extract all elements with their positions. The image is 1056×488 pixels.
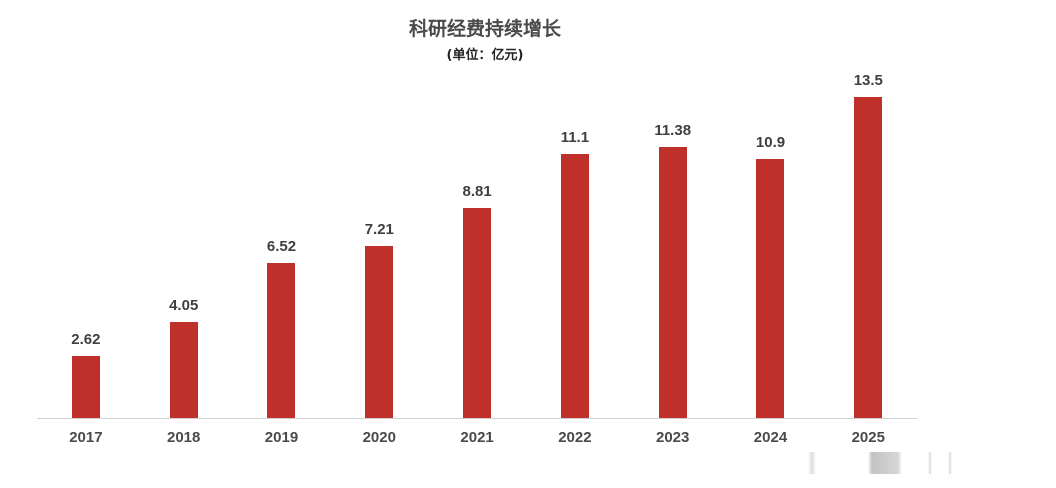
bar [756, 158, 785, 418]
x-tick-label: 2018 [167, 429, 201, 446]
bar [267, 262, 296, 418]
data-label: 6.52 [266, 237, 297, 255]
data-label: 7.21 [364, 221, 394, 239]
data-label: 11.38 [654, 122, 692, 140]
x-tick-label: 2024 [753, 429, 788, 446]
bar-group: 11.38 [624, 0, 722, 418]
bar-group: 6.52 [233, 0, 331, 418]
chart-subtitle: (单位：亿元) [446, 48, 524, 63]
bar-group: 11.1 [526, 0, 624, 418]
data-label: 8.81 [462, 183, 492, 201]
x-tick-label: 2022 [558, 429, 592, 446]
bar [365, 246, 394, 418]
bar-group: 4.05 [135, 0, 233, 418]
chart-title: 科研经费持续增长 [408, 18, 561, 40]
bar [560, 153, 589, 418]
bar-group: 8.81 [428, 0, 526, 418]
bar [71, 355, 100, 418]
data-label: 13.5 [853, 71, 883, 89]
bar-group: 10.9 [722, 0, 820, 418]
x-axis-line [37, 418, 917, 419]
x-tick-label: 2020 [362, 429, 396, 446]
data-label: 4.05 [169, 296, 199, 314]
x-tick-label: 2017 [69, 429, 103, 446]
watermark [808, 452, 1008, 474]
bar [854, 96, 883, 418]
bar [169, 321, 198, 418]
data-label: 2.62 [71, 330, 101, 348]
x-tick-label: 2019 [264, 429, 299, 446]
data-label: 11.1 [560, 128, 590, 146]
plot-area: 2.62 4.05 6.52 7.21 8.81 11.1 11.38 10.9 13.5 [37, 0, 917, 418]
bar [658, 147, 687, 418]
bar-group: 2.62 [37, 0, 135, 418]
bar-group: 7.21 [330, 0, 428, 418]
x-tick-label: 2021 [460, 429, 494, 446]
x-tick-label: 2025 [851, 429, 885, 446]
bar-group: 13.5 [819, 0, 917, 418]
data-label: 10.9 [755, 133, 786, 151]
x-tick-label: 2023 [656, 429, 690, 446]
bar [463, 208, 492, 418]
